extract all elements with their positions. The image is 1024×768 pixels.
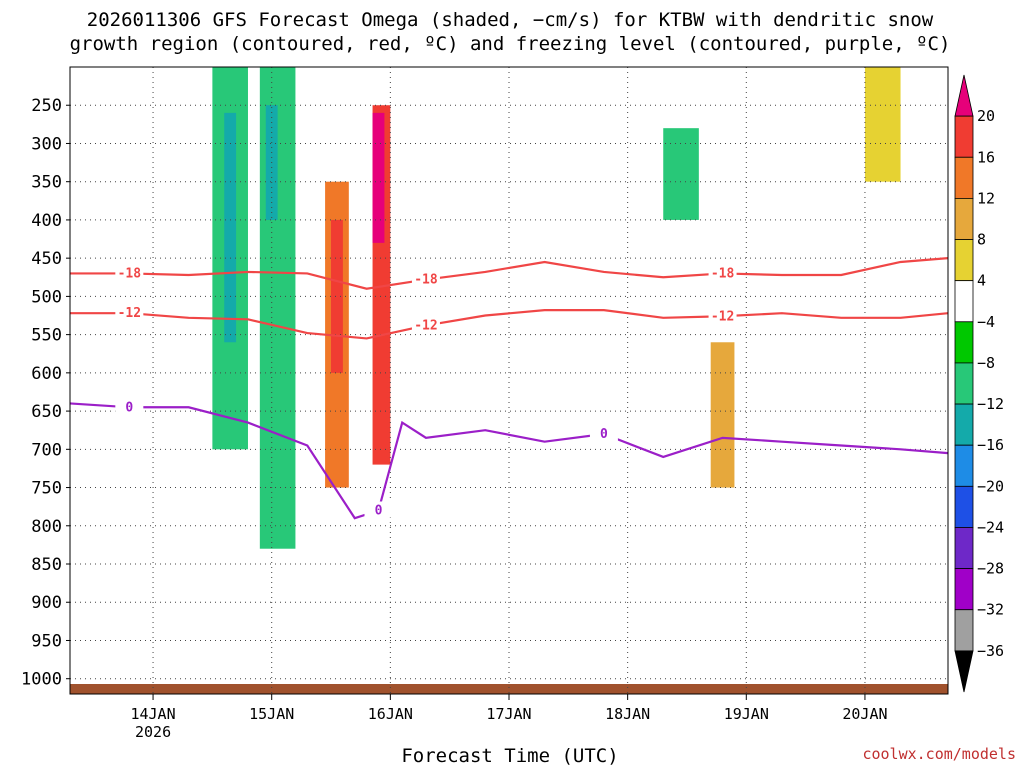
- contour-label-0-2: -18: [711, 266, 735, 281]
- colorbar-label-7: −12: [977, 395, 1004, 413]
- omega-cell-5: [331, 219, 343, 373]
- y-tick-label-750: 750: [31, 479, 62, 499]
- omega-shading: [212, 67, 901, 549]
- colorbar-swatch-5: [954, 280, 974, 323]
- y-tick-label-650: 650: [31, 402, 62, 422]
- x-tick-sublabel-0: 2026: [135, 723, 171, 741]
- omega-cell-10: [864, 67, 901, 182]
- chart-title-line1: 2026011306 GFS Forecast Omega (shaded, −…: [87, 9, 934, 31]
- contour-label-1-2: -12: [711, 309, 734, 324]
- contour-label-bg-2-0: [115, 398, 144, 415]
- contour-label-bg-0-2: [708, 264, 737, 281]
- omega-cell-1: [224, 112, 237, 343]
- contour-label-0-1: -18: [414, 273, 438, 288]
- contour-label-2-2: 0: [600, 427, 608, 442]
- colorbar-swatch-12: [954, 568, 974, 611]
- y-tick-label-550: 550: [31, 326, 62, 346]
- colorbar: 20 16 12 8 4 −4 −8 −12 −16 −20 −24 −28 −32 −36: [954, 74, 1004, 693]
- x-tick-label-1: 15JAN: [249, 705, 294, 723]
- omega-cell-7: [372, 112, 385, 243]
- contour-label-1-1: -12: [414, 318, 437, 333]
- x-tick-label-0: 14JAN: [130, 705, 175, 723]
- colorbar-label-5: −4: [977, 313, 995, 331]
- y-tick-label-950: 950: [31, 631, 62, 651]
- y-tick-label-450: 450: [31, 249, 62, 269]
- x-tick-label-6: 20JAN: [842, 705, 887, 723]
- colorbar-label-2: 12: [977, 189, 995, 207]
- contour-label-0-0: -18: [118, 266, 142, 281]
- colorbar-swatch-10: [954, 485, 974, 528]
- plot-background: [70, 67, 948, 694]
- contour-label-bg-1-0: [115, 304, 144, 321]
- colorbar-swatch-13: [954, 609, 974, 652]
- contour-label-2-0: 0: [125, 400, 133, 415]
- contour-line-1: [70, 309, 949, 340]
- contour-label-bg-1-1: [411, 316, 440, 333]
- y-tick-label-250: 250: [31, 96, 62, 116]
- y-tick-label-1000: 1000: [21, 670, 62, 690]
- contour-line-2: [69, 402, 949, 520]
- x-tick-label-4: 18JAN: [605, 705, 650, 723]
- colorbar-swatch-3: [954, 197, 974, 240]
- omega-cell-9: [710, 342, 735, 488]
- colorbar-swatch-2: [954, 156, 974, 199]
- y-tick-label-800: 800: [31, 517, 62, 537]
- colorbar-swatch-14: [954, 650, 974, 693]
- colorbar-label-8: −16: [977, 436, 1004, 454]
- contour-label-bg-0-0: [115, 264, 144, 281]
- colorbar-label-12: −32: [977, 601, 1004, 619]
- x-axis-label: Forecast Time (UTC): [401, 745, 618, 767]
- y-tick-label-350: 350: [31, 173, 62, 193]
- contour-label-bg-2-1: [364, 501, 393, 518]
- contour-line-0: [70, 257, 949, 290]
- y-tick-label-400: 400: [31, 211, 62, 231]
- terrain-strip: [70, 684, 948, 694]
- contour-label-1-0: -12: [118, 306, 141, 321]
- colorbar-swatch-11: [954, 527, 974, 570]
- colorbar-label-3: 8: [977, 231, 986, 249]
- colorbar-swatch-1: [954, 115, 974, 158]
- omega-cell-8: [663, 128, 699, 220]
- y-tick-label-700: 700: [31, 440, 62, 460]
- chart-title-line2: growth region (contoured, red, ºC) and f…: [70, 33, 951, 55]
- y-tick-label-900: 900: [31, 593, 62, 613]
- y-axis: 250 300 350 400 450 500 550 600 650 700 750 800 850 9…: [21, 96, 70, 690]
- colorbar-swatch-0: [954, 74, 974, 117]
- y-tick-label-850: 850: [31, 555, 62, 575]
- y-tick-label-600: 600: [31, 364, 62, 384]
- x-tick-label-2: 16JAN: [368, 705, 413, 723]
- y-tick-label-500: 500: [31, 287, 62, 307]
- contour-label-bg-0-1: [411, 270, 440, 287]
- x-tick-label-5: 19JAN: [724, 705, 769, 723]
- contour-label-bg-2-2: [589, 425, 618, 442]
- y-tick-label-300: 300: [31, 134, 62, 154]
- colorbar-label-1: 16: [977, 148, 995, 166]
- colorbar-label-11: −28: [977, 560, 1004, 578]
- colorbar-label-0: 20: [977, 107, 995, 125]
- contour-label-2-1: 0: [375, 503, 383, 518]
- colorbar-label-4: 4: [977, 272, 986, 290]
- colorbar-label-13: −36: [977, 642, 1004, 660]
- colorbar-label-6: −8: [977, 354, 995, 372]
- contour-label-bg-1-2: [708, 307, 737, 324]
- contours: -18 -18 -18 -12 -12 -12 0 0 0: [69, 257, 949, 520]
- x-tick-label-3: 17JAN: [486, 705, 531, 723]
- colorbar-swatch-7: [954, 362, 974, 405]
- colorbar-label-10: −24: [977, 518, 1004, 536]
- colorbar-swatch-8: [954, 403, 974, 446]
- plot-area: -18 -18 -18 -12 -12 -12 0 0 0: [69, 66, 949, 695]
- colorbar-swatch-9: [954, 444, 974, 487]
- colorbar-swatch-6: [954, 321, 974, 364]
- colorbar-swatch-4: [954, 239, 974, 282]
- credit-text: coolwx.com/models: [862, 745, 1016, 763]
- colorbar-label-9: −20: [977, 477, 1004, 495]
